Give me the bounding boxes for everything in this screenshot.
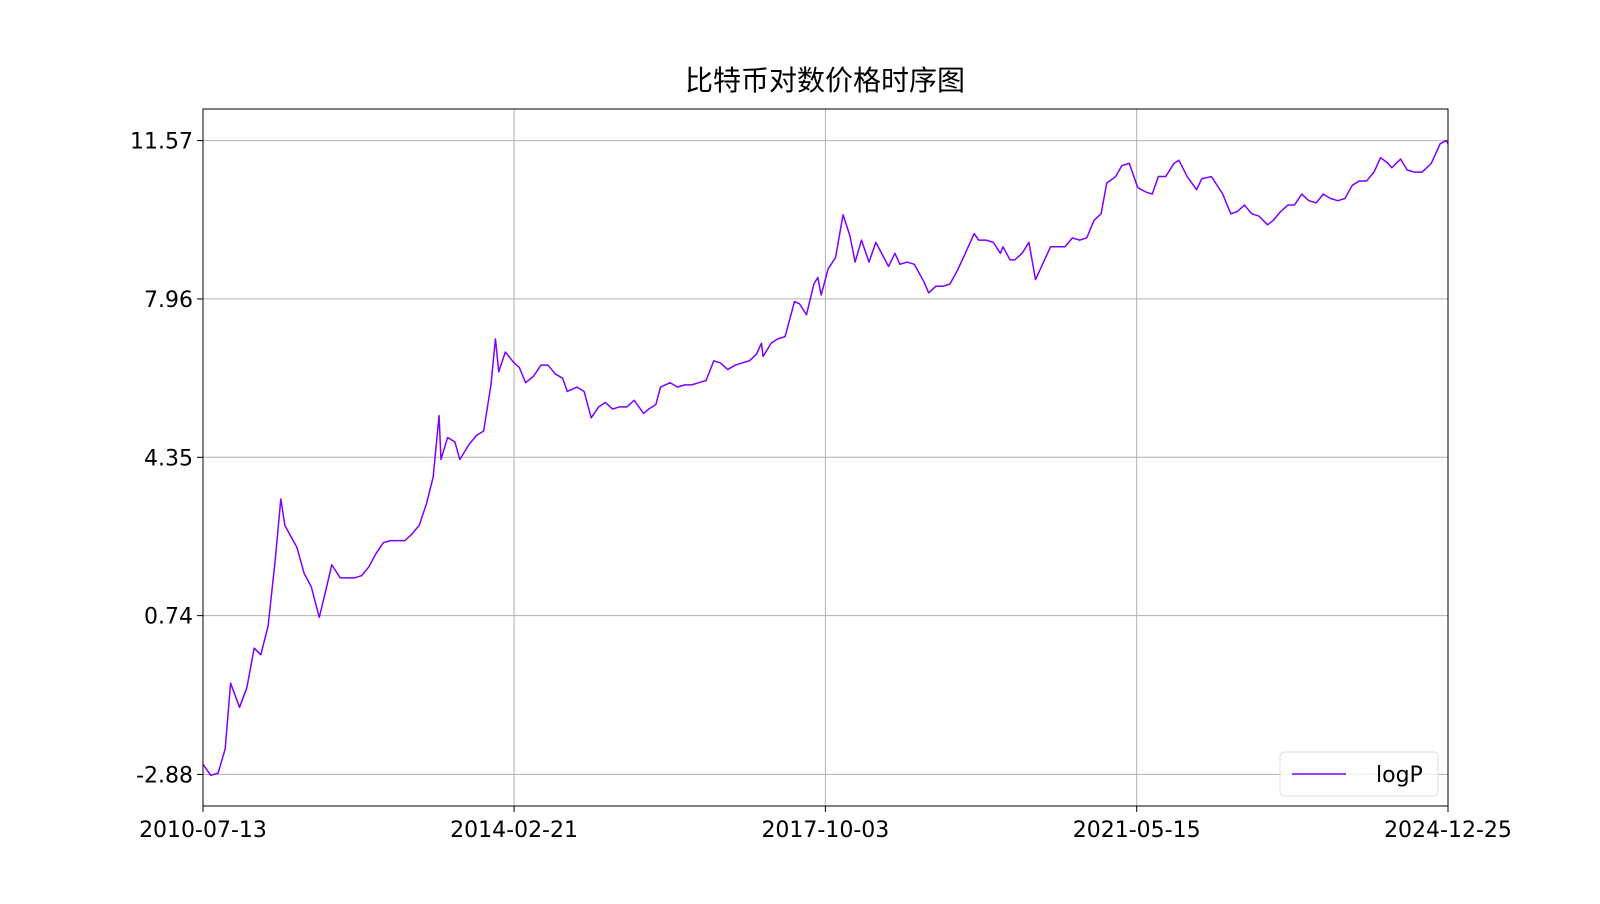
x-tick-label: 2024-12-25 — [1384, 818, 1512, 843]
legend-label: logP — [1376, 763, 1423, 788]
x-tick-label: 2021-05-15 — [1073, 818, 1201, 843]
x-tick-label: 2010-07-13 — [139, 818, 267, 843]
plot-frame — [202, 108, 1449, 807]
x-tick-label: 2014-02-21 — [450, 818, 578, 843]
y-tick-label: 0.74 — [144, 605, 193, 630]
y-tick-label: -2.88 — [136, 763, 193, 788]
legend-box — [1279, 751, 1439, 797]
y-tick-label: 7.96 — [144, 288, 193, 313]
line — [202, 139, 1449, 777]
chart-title: 比特币对数价格时序图 — [685, 64, 965, 97]
y-tick-label: 4.35 — [144, 446, 193, 471]
y-tick-label: 11.57 — [130, 130, 193, 155]
x-tick-label: 2017-10-03 — [761, 818, 889, 843]
